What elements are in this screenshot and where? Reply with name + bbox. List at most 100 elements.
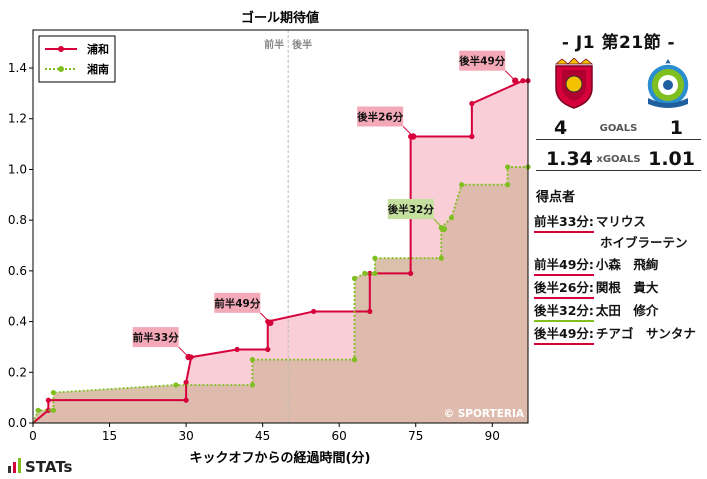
- legend-label: 湘南: [87, 62, 109, 76]
- scorer-time: 後半26分:: [534, 277, 594, 299]
- data-point: [504, 164, 511, 170]
- halftime-label-first: 前半: [264, 38, 284, 51]
- match-title: - J1 第21節 -: [561, 33, 676, 53]
- x-tick-label: 45: [255, 429, 270, 443]
- annotation-box: [387, 199, 434, 220]
- data-point: [265, 346, 271, 353]
- xgoals-label: xGOALS: [596, 154, 641, 165]
- away-goals: 1: [669, 117, 683, 139]
- scorer-row: 後半49分: チアゴ サンタナ: [534, 323, 696, 345]
- data-point: [362, 270, 368, 277]
- legend-marker: [58, 66, 64, 72]
- annotation-label: 後半32分: [387, 203, 435, 216]
- data-point: [351, 275, 358, 282]
- goal-point: [267, 319, 274, 327]
- scorer-name: チアゴ サンタナ: [595, 326, 696, 341]
- logo-bar: [8, 466, 11, 473]
- data-point: [249, 382, 256, 388]
- data-point: [448, 215, 455, 221]
- home-xgoals: 1.34: [546, 148, 593, 170]
- shonan-crest-icon: [646, 59, 690, 108]
- urawa-crest-icon: [554, 58, 594, 109]
- scorer-name: 小森 飛絢: [595, 257, 659, 272]
- data-point: [50, 407, 57, 413]
- series-area-overlap: [33, 166, 528, 423]
- legend-box: [38, 35, 116, 83]
- x-tick-label: 90: [485, 429, 500, 443]
- scorer-name: 太田 修介: [595, 303, 659, 318]
- scorer-time: 前半33分:: [534, 211, 594, 233]
- data-point: [249, 357, 256, 363]
- stats-logo-text: STATs: [25, 458, 73, 476]
- data-point: [408, 270, 414, 277]
- legend-marker: [58, 46, 64, 52]
- data-point: [234, 346, 240, 353]
- divider: [536, 170, 701, 171]
- data-point: [372, 270, 378, 277]
- annotation-box: [357, 106, 404, 127]
- annotation-label: 前半49分: [214, 297, 261, 310]
- data-point: [504, 182, 511, 188]
- home-goals: 4: [554, 117, 568, 139]
- series-line-home: [32, 79, 528, 424]
- xgoals-row: 1.34 xGOALS 1.01: [536, 148, 701, 174]
- data-point: [438, 255, 444, 261]
- data-point: [367, 270, 373, 277]
- x-tick-label: 75: [408, 429, 423, 443]
- goal-point: [409, 133, 417, 140]
- goals-label: GOALS: [599, 123, 638, 134]
- scorer-name-line2: ホイブラーテン: [600, 235, 688, 250]
- data-point: [372, 255, 378, 261]
- annotation-box: [214, 292, 261, 313]
- data-point: [469, 133, 475, 140]
- y-tick-label: 1.0: [8, 162, 27, 176]
- x-tick-label: 15: [102, 429, 117, 443]
- annotation-label: 後半49分: [458, 55, 506, 68]
- x-tick-label: 60: [332, 429, 347, 443]
- logo-bar: [13, 462, 16, 473]
- goals-row: 4 GOALS 1: [536, 117, 701, 143]
- legend-label: 浦和: [87, 42, 109, 56]
- data-point: [35, 407, 41, 413]
- logo-bar: [18, 458, 21, 473]
- plot-frame: [32, 29, 529, 424]
- away-xgoals: 1.01: [648, 148, 695, 170]
- annotation-label: 後半26分: [356, 110, 404, 123]
- x-tick-label: 0: [29, 429, 37, 443]
- y-tick-label: 1.4: [8, 61, 27, 75]
- scorer-time: 後半32分:: [534, 300, 594, 322]
- data-point: [351, 357, 358, 363]
- y-tick-label: 0.4: [8, 315, 27, 329]
- stats-logo: STATs: [8, 458, 73, 476]
- scorer-time: 前半49分:: [534, 254, 594, 276]
- data-point: [50, 389, 57, 396]
- annotation-box: [132, 327, 179, 348]
- data-point: [459, 182, 465, 188]
- y-tick-label: 0.6: [8, 264, 27, 278]
- data-point: [183, 397, 189, 403]
- divider: [536, 139, 701, 140]
- x-axis-label: キックオフからの経過時間(分): [190, 450, 371, 466]
- goal-point: [185, 353, 192, 361]
- data-point: [520, 78, 526, 84]
- annotation-label: 前半33分: [133, 331, 180, 344]
- data-point: [469, 100, 475, 107]
- chart-title: ゴール期待値: [241, 10, 319, 26]
- y-tick-label: 0.2: [8, 365, 27, 379]
- scorer-row: 前半33分: マリウス: [534, 211, 646, 233]
- scorer-time: 後半49分:: [534, 323, 594, 345]
- y-tick-label: 0.8: [8, 213, 27, 227]
- data-point: [45, 407, 51, 413]
- goal-point: [440, 225, 447, 233]
- scorer-row: 後半32分: 太田 修介: [534, 300, 658, 322]
- annotation-box: [459, 50, 506, 71]
- data-point: [173, 382, 179, 388]
- halftime-label-second: 後半: [292, 38, 312, 51]
- data-point: [311, 308, 317, 315]
- data-point: [183, 379, 189, 386]
- data-point: [45, 397, 51, 403]
- scorer-name: 関根 貴大: [595, 280, 659, 295]
- scorer-row: 前半49分: 小森 飛絢: [534, 254, 658, 276]
- y-tick-label: 0.0: [8, 416, 27, 430]
